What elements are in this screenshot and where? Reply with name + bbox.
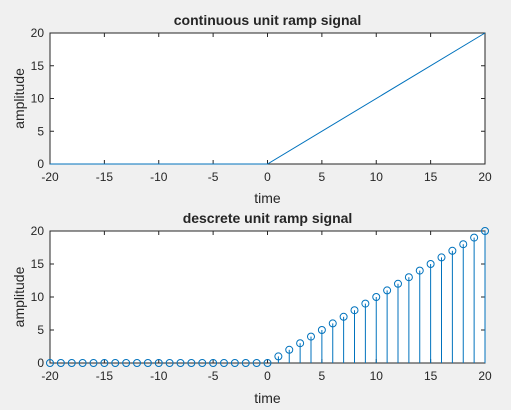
stem-marker bbox=[437, 253, 446, 262]
stem-marker bbox=[394, 279, 402, 288]
stem-marker bbox=[372, 293, 381, 301]
stem-marker bbox=[122, 359, 131, 367]
ramp-line bbox=[50, 32, 486, 165]
stem-marker bbox=[328, 319, 337, 328]
stem-marker bbox=[198, 359, 207, 367]
y-axis-label: amplitude bbox=[11, 68, 27, 129]
stem-marker bbox=[187, 359, 196, 367]
stem-marker bbox=[165, 359, 174, 367]
stem-marker bbox=[46, 359, 54, 367]
y-tick-label: 10 bbox=[31, 92, 45, 106]
discrete-ramp-plot: descrete unit ramp signal time amplitude… bbox=[11, 210, 492, 406]
stem-marker bbox=[89, 359, 98, 367]
stem-marker bbox=[481, 227, 489, 235]
stem-marker bbox=[176, 359, 185, 367]
stem-marker bbox=[307, 332, 315, 341]
stem-marker bbox=[459, 240, 468, 249]
y-tick-label: 10 bbox=[31, 290, 45, 304]
stem-marker bbox=[252, 359, 261, 367]
series-marks bbox=[50, 32, 486, 165]
x-tick-label: -15 bbox=[96, 369, 114, 383]
stem-marker bbox=[154, 359, 163, 367]
stem-marker bbox=[317, 326, 326, 334]
stem-marker bbox=[296, 339, 305, 348]
y-tick-label: 5 bbox=[37, 323, 44, 337]
stem-marker bbox=[350, 306, 359, 315]
series-marks bbox=[46, 227, 489, 367]
y-tick-label: 15 bbox=[31, 257, 45, 271]
axes-background bbox=[49, 32, 486, 165]
stem-marker bbox=[56, 359, 65, 367]
stem-marker bbox=[143, 359, 152, 367]
stem-marker bbox=[274, 352, 283, 361]
y-tick-label: 0 bbox=[37, 157, 44, 171]
x-axis-label: time bbox=[254, 390, 281, 406]
x-tick-label: -20 bbox=[41, 170, 59, 184]
x-axis-label: time bbox=[254, 190, 281, 206]
axis-ticks: -20 -15 -10 -5 0 5 10 15 20 0 5 10 15 20 bbox=[31, 224, 492, 383]
x-tick-label: 0 bbox=[264, 170, 271, 184]
stem-marker bbox=[415, 266, 424, 275]
x-tick-label: 20 bbox=[478, 369, 492, 383]
plot-title: descrete unit ramp signal bbox=[183, 210, 353, 226]
plot-title: continuous unit ramp signal bbox=[174, 12, 361, 28]
x-tick-label: -20 bbox=[41, 369, 59, 383]
stem-marker bbox=[448, 246, 457, 255]
stem-marker bbox=[230, 359, 239, 367]
stem-marker bbox=[263, 359, 272, 367]
x-tick-label: 0 bbox=[264, 369, 271, 383]
x-tick-label: 10 bbox=[370, 369, 384, 383]
x-tick-label: -15 bbox=[96, 170, 114, 184]
stem-marker bbox=[67, 359, 76, 367]
axis-ticks: -20 -15 -10 -5 0 5 10 15 20 0 5 10 15 20 bbox=[31, 26, 492, 184]
stem-marker bbox=[100, 359, 109, 367]
stem-marker bbox=[470, 233, 479, 242]
x-tick-label: -10 bbox=[150, 170, 168, 184]
stem-marker bbox=[78, 359, 87, 367]
stem-marker bbox=[339, 312, 348, 321]
continuous-ramp-plot: continuous unit ramp signal time amplitu… bbox=[11, 12, 492, 206]
axes-background bbox=[49, 230, 486, 364]
x-tick-label: -5 bbox=[208, 369, 219, 383]
stem-marker bbox=[361, 299, 370, 308]
y-tick-label: 20 bbox=[31, 224, 45, 238]
y-tick-label: 5 bbox=[37, 124, 44, 138]
x-tick-label: 5 bbox=[319, 369, 326, 383]
x-tick-label: 15 bbox=[424, 369, 438, 383]
y-tick-label: 15 bbox=[31, 59, 45, 73]
stem-marker bbox=[133, 359, 141, 367]
x-tick-label: 5 bbox=[319, 170, 326, 184]
stem-marker bbox=[404, 273, 413, 282]
y-tick-label: 0 bbox=[37, 356, 44, 370]
stem-marker bbox=[111, 359, 120, 367]
stem-marker bbox=[220, 359, 228, 367]
stem-marker bbox=[241, 359, 250, 367]
y-axis-label: amplitude bbox=[11, 266, 27, 327]
stem-marker bbox=[383, 286, 392, 295]
stem-marker bbox=[285, 345, 294, 354]
x-tick-label: -10 bbox=[150, 369, 168, 383]
x-tick-label: 15 bbox=[424, 170, 438, 184]
x-tick-label: 20 bbox=[478, 170, 492, 184]
x-tick-label: 10 bbox=[370, 170, 384, 184]
stem-marker bbox=[209, 359, 218, 367]
x-tick-label: -5 bbox=[208, 170, 219, 184]
y-tick-label: 20 bbox=[31, 26, 45, 40]
stem-marker bbox=[426, 260, 435, 268]
